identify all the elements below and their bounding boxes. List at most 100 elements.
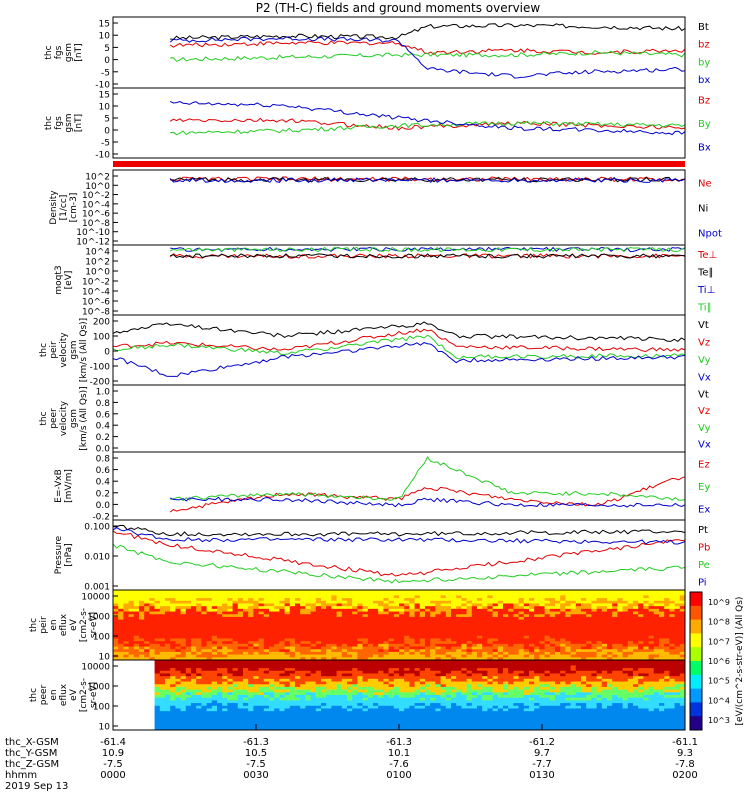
- heatmap-cell: [404, 622, 410, 626]
- heatmap-cell: [149, 616, 156, 621]
- heatmap-cell: [300, 643, 306, 648]
- heatmap-cell: [534, 670, 540, 674]
- heatmap-cell: [321, 724, 327, 728]
- heatmap-cell: [487, 676, 494, 680]
- heatmap-cell: [497, 705, 504, 709]
- heatmap-cell: [269, 681, 275, 685]
- heatmap-cell: [269, 611, 275, 615]
- heatmap-cell: [248, 641, 254, 645]
- heatmap-cell: [336, 638, 343, 642]
- heatmap-cell: [523, 705, 530, 709]
- heatmap-cell: [404, 592, 410, 596]
- heatmap-cell: [544, 633, 551, 637]
- heatmap-cell: [154, 662, 161, 666]
- heatmap-cell: [674, 638, 681, 642]
- heatmap-cell: [118, 643, 124, 648]
- heatmap-cell: [518, 700, 525, 704]
- heatmap-cell: [118, 625, 124, 629]
- heatmap-cell: [128, 614, 135, 618]
- y-axis-label: velocity: [59, 400, 69, 436]
- heatmap-cell: [336, 665, 343, 669]
- heatmap-cell: [399, 603, 405, 607]
- heatmap-cell: [289, 676, 296, 680]
- heatmap-cell: [523, 590, 530, 594]
- heatmap-cell: [295, 616, 301, 621]
- heatmap-cell: [352, 600, 358, 604]
- heatmap-cell: [331, 603, 338, 607]
- heatmap-cell: [451, 719, 457, 723]
- heatmap-cell: [331, 711, 338, 715]
- heatmap-cell: [560, 603, 566, 607]
- heatmap-cell: [404, 681, 410, 685]
- heatmap-cell: [154, 638, 161, 642]
- heatmap-cell: [669, 622, 676, 626]
- heatmap-cell: [315, 641, 322, 645]
- heatmap-cell: [440, 635, 447, 639]
- heatmap-cell: [310, 676, 317, 680]
- heatmap-cell: [487, 708, 494, 712]
- heatmap-cell: [165, 590, 171, 594]
- heatmap-cell: [581, 611, 587, 615]
- heatmap-cell: [201, 616, 208, 621]
- heatmap-cell: [513, 651, 520, 656]
- heatmap-cell: [331, 686, 338, 691]
- heatmap-cell: [305, 592, 312, 596]
- heatmap-cell: [336, 684, 343, 688]
- heatmap-cell: [487, 643, 494, 648]
- heatmap-cell: [414, 703, 421, 707]
- heatmap-cell: [165, 697, 171, 701]
- heatmap-cell: [534, 697, 540, 701]
- heatmap-cell: [435, 600, 442, 604]
- heatmap-cell: [659, 646, 665, 650]
- heatmap-cell: [456, 678, 462, 683]
- heatmap-cell: [440, 708, 447, 712]
- heatmap-cell: [497, 606, 504, 610]
- heatmap-cell: [149, 643, 156, 648]
- heatmap-cell: [378, 633, 384, 637]
- heatmap-cell: [315, 619, 322, 623]
- heatmap-cell: [263, 689, 270, 693]
- heatmap-cell: [482, 646, 488, 650]
- heatmap-cell: [159, 651, 166, 656]
- heatmap-cell: [518, 590, 525, 594]
- heatmap-cell: [539, 598, 546, 602]
- heatmap-cell: [263, 724, 270, 728]
- heatmap-cell: [341, 603, 348, 607]
- heatmap-cell: [633, 654, 639, 658]
- heatmap-cell: [570, 657, 577, 661]
- heatmap-cell: [315, 692, 322, 696]
- heatmap-cell: [492, 668, 499, 672]
- heatmap-cell: [201, 670, 208, 674]
- heatmap-cell: [206, 708, 213, 712]
- heatmap-cell: [331, 700, 338, 704]
- heatmap-cell: [248, 695, 254, 699]
- heatmap-cell: [300, 598, 306, 602]
- heatmap-cell: [627, 657, 634, 661]
- heatmap-cell: [217, 708, 223, 712]
- heatmap-cell: [310, 625, 317, 629]
- heatmap-cell: [227, 595, 234, 599]
- heatmap-cell: [638, 590, 644, 594]
- heatmap-cell: [289, 598, 296, 602]
- heatmap-cell: [352, 590, 358, 594]
- heatmap-cell: [253, 721, 260, 726]
- series-line-Vy: [112, 334, 686, 360]
- heatmap-cell: [430, 614, 436, 618]
- heatmap-cell: [492, 643, 499, 648]
- heatmap-cell: [133, 611, 140, 615]
- heatmap-cell: [315, 611, 322, 615]
- heatmap-cell: [258, 657, 265, 661]
- heatmap-cell: [596, 611, 603, 615]
- heatmap-cell: [466, 590, 473, 594]
- heatmap-cell: [237, 708, 244, 712]
- heatmap-cell: [357, 657, 364, 661]
- heatmap-cell: [409, 689, 416, 693]
- heatmap-cell: [503, 721, 509, 726]
- heatmap-cell: [373, 592, 379, 596]
- heatmap-cell: [503, 654, 509, 658]
- heatmap-cell: [217, 665, 223, 669]
- y-axis-label: thc: [39, 411, 49, 425]
- heatmap-cell: [289, 622, 296, 626]
- heatmap-cell: [414, 614, 421, 618]
- heatmap-cell: [232, 708, 239, 712]
